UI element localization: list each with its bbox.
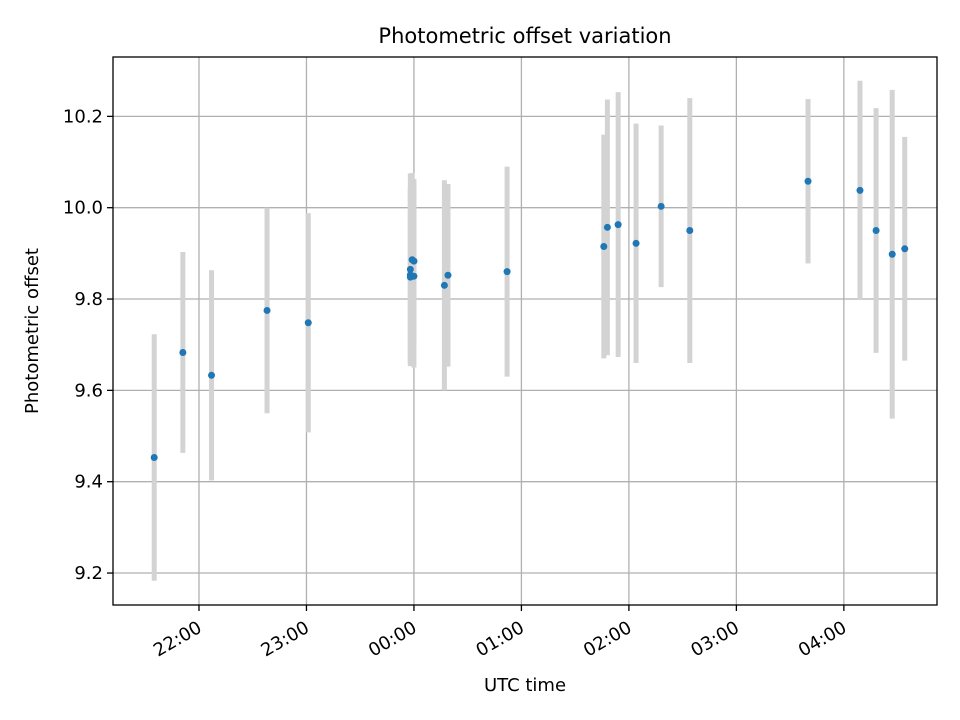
data-point (263, 306, 271, 314)
data-point (856, 186, 864, 194)
data-point (150, 453, 158, 461)
data-point (632, 239, 640, 247)
y-tick-label: 9.6 (74, 380, 103, 401)
y-axis-ticks: 9.2 9.4 9.6 9.8 10.0 10.2 (63, 106, 113, 584)
data-point (872, 227, 880, 235)
data-point (444, 271, 452, 279)
data-point (410, 272, 418, 280)
y-tick-label: 9.2 (74, 563, 103, 584)
y-tick-label: 9.8 (74, 289, 103, 310)
data-point (406, 265, 414, 273)
y-tick-label: 9.4 (74, 472, 103, 493)
data-point (804, 177, 812, 185)
y-tick-label: 10.2 (63, 106, 103, 127)
chart-title: Photometric offset variation (378, 24, 671, 48)
data-point (614, 221, 622, 229)
plot-frame (112, 56, 938, 606)
data-point (603, 223, 611, 231)
data-point (888, 250, 896, 258)
data-point (600, 243, 608, 251)
data-points (150, 177, 909, 461)
data-point (410, 257, 418, 265)
grid (113, 57, 937, 605)
data-point (179, 348, 187, 356)
data-point (208, 371, 216, 379)
data-point (686, 227, 694, 235)
data-point (657, 202, 665, 210)
data-point (503, 268, 511, 276)
data-point (901, 245, 909, 253)
data-point (440, 281, 448, 289)
y-axis-label: Photometric offset (22, 248, 43, 414)
x-axis-label: UTC time (484, 675, 566, 696)
data-point (304, 319, 312, 327)
y-tick-label: 10.0 (63, 198, 103, 219)
